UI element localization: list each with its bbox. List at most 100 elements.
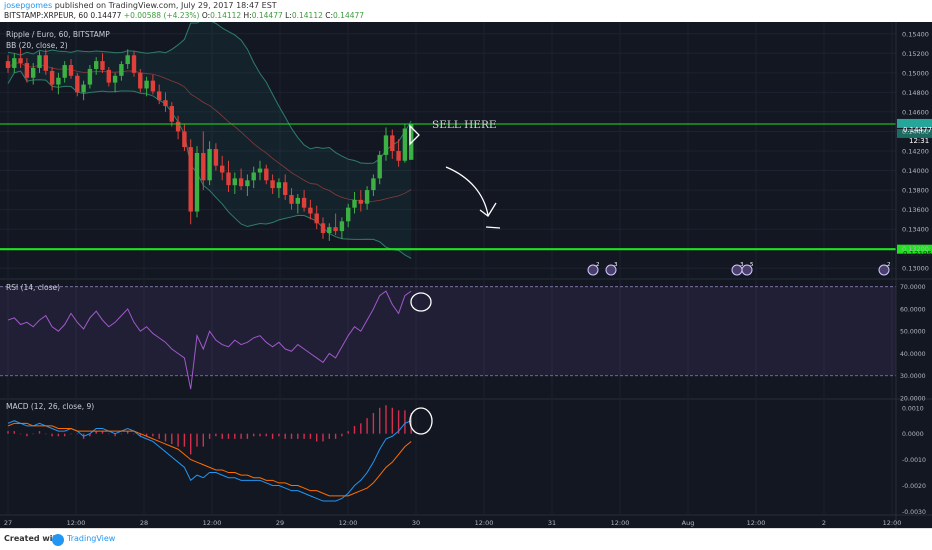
sell-here-annotation: SELL HERE [432, 119, 497, 131]
macd-histogram-bar [221, 433, 223, 439]
candle-body [157, 91, 162, 101]
macd-histogram-bar [7, 431, 9, 434]
macd-histogram-bar [397, 410, 400, 434]
candle [188, 139, 193, 225]
published-text: published on TradingView.com, July 29, 2… [54, 1, 277, 10]
candle-body [138, 72, 143, 89]
event-marker-count: 2 [596, 262, 600, 268]
candle [138, 68, 143, 93]
time-tick-label: 27 [4, 519, 12, 527]
tradingview-brand-link[interactable]: TradingView [67, 534, 116, 543]
macd-histogram-bar [57, 433, 60, 437]
candle [163, 92, 168, 112]
high-label: H: [243, 11, 252, 20]
candle [264, 164, 269, 185]
macd-histogram-bar [95, 431, 97, 434]
price-tick-label: 0.15400 [902, 30, 929, 38]
time-tick-label: 12:00 [883, 519, 902, 527]
candle [201, 131, 206, 191]
macd-tick-label: 0.0010 [902, 405, 924, 412]
candle [383, 127, 389, 161]
time-tick-label: 12:00 [203, 519, 222, 527]
candle-body [194, 152, 200, 212]
event-marker-icon[interactable]: 3 [605, 262, 618, 276]
event-marker-icon[interactable]: 3 [731, 262, 744, 276]
candle [409, 123, 414, 160]
macd-histogram-bar [322, 433, 324, 442]
event-marker-icon[interactable]: 5 [741, 262, 754, 276]
candle [182, 123, 187, 151]
macd-histogram-bar [76, 433, 78, 435]
candle [276, 178, 282, 198]
author-link[interactable]: josepgomes [4, 1, 53, 10]
candle [81, 80, 86, 101]
candle [213, 143, 219, 171]
price-axes: 0.15400 0.15200 0.15000 0.14800 0.14600 0.144… [895, 22, 929, 528]
macd-histogram-bar [208, 433, 211, 439]
candle [320, 217, 326, 239]
close-value: 0.14477 [333, 11, 365, 20]
macd-histogram-bar [108, 433, 110, 435]
open-label: O: [201, 11, 211, 20]
user-drawings [409, 124, 501, 435]
candle-body [188, 147, 193, 212]
candle [18, 48, 23, 68]
candle-body [213, 149, 219, 166]
candle-body [100, 61, 105, 70]
candle-body [238, 178, 244, 187]
time-tick-label: 30 [412, 519, 420, 527]
candle [220, 155, 225, 181]
macd-histogram-bar [379, 407, 381, 434]
chart-canvas[interactable]: 0.15400 0.15200 0.15000 0.14800 0.14600 0.144… [0, 22, 932, 528]
created-with-text: Created with [4, 534, 63, 543]
macd-histogram-bar [101, 431, 104, 434]
horizontal-lines [0, 118, 932, 254]
time-tick-label: 28 [140, 519, 148, 527]
macd-histogram-bar [120, 433, 123, 435]
tradingview-logo-icon[interactable] [52, 534, 64, 546]
macd-histogram-bar [152, 433, 154, 437]
macd-histogram-bar [139, 433, 141, 437]
candle-body [68, 65, 74, 76]
candle [402, 123, 408, 163]
rsi-circle-drawing [410, 292, 432, 312]
macd-histogram-bar [271, 433, 274, 439]
candle [100, 53, 105, 73]
event-marker-count: 2 [887, 262, 891, 268]
macd-histogram-bar [38, 431, 41, 434]
macd-histogram-bar [316, 433, 318, 442]
event-marker-icon[interactable]: 2 [587, 262, 600, 276]
bb-indicator-title: BB (20, close, 2) [6, 41, 68, 50]
candle [49, 66, 55, 91]
candle [352, 192, 357, 214]
event-marker-count: 3 [740, 262, 744, 268]
candle-body [220, 165, 225, 173]
macd-histogram-bar [127, 431, 129, 434]
candle [150, 74, 156, 95]
candle [94, 57, 99, 75]
rsi-tick-label: 60.0000 [900, 306, 926, 313]
countdown-tag [897, 128, 932, 138]
chart-area[interactable]: 0.15400 0.15200 0.15000 0.14800 0.14600 0.144… [0, 22, 932, 528]
candle-body [346, 207, 351, 222]
candle-body [320, 223, 326, 234]
candle-body [81, 84, 86, 93]
price-tick-label: 0.13600 [902, 206, 929, 214]
candle-body [49, 70, 55, 85]
last-price: 0.14477 [90, 11, 122, 20]
macd-histogram-bar [70, 433, 72, 435]
candle-body [18, 58, 23, 64]
candle-body [358, 199, 363, 204]
event-marker-icon[interactable]: 2 [878, 262, 891, 276]
candle [339, 217, 345, 239]
macd-histogram-bar [145, 433, 148, 437]
candle [68, 59, 74, 79]
candle [327, 223, 332, 241]
candle [131, 51, 137, 77]
candle-body [409, 123, 414, 160]
time-tick-label: 12:00 [339, 519, 358, 527]
candle-body [383, 135, 389, 155]
candle-body [402, 128, 408, 161]
macd-histogram-bar [265, 433, 267, 437]
